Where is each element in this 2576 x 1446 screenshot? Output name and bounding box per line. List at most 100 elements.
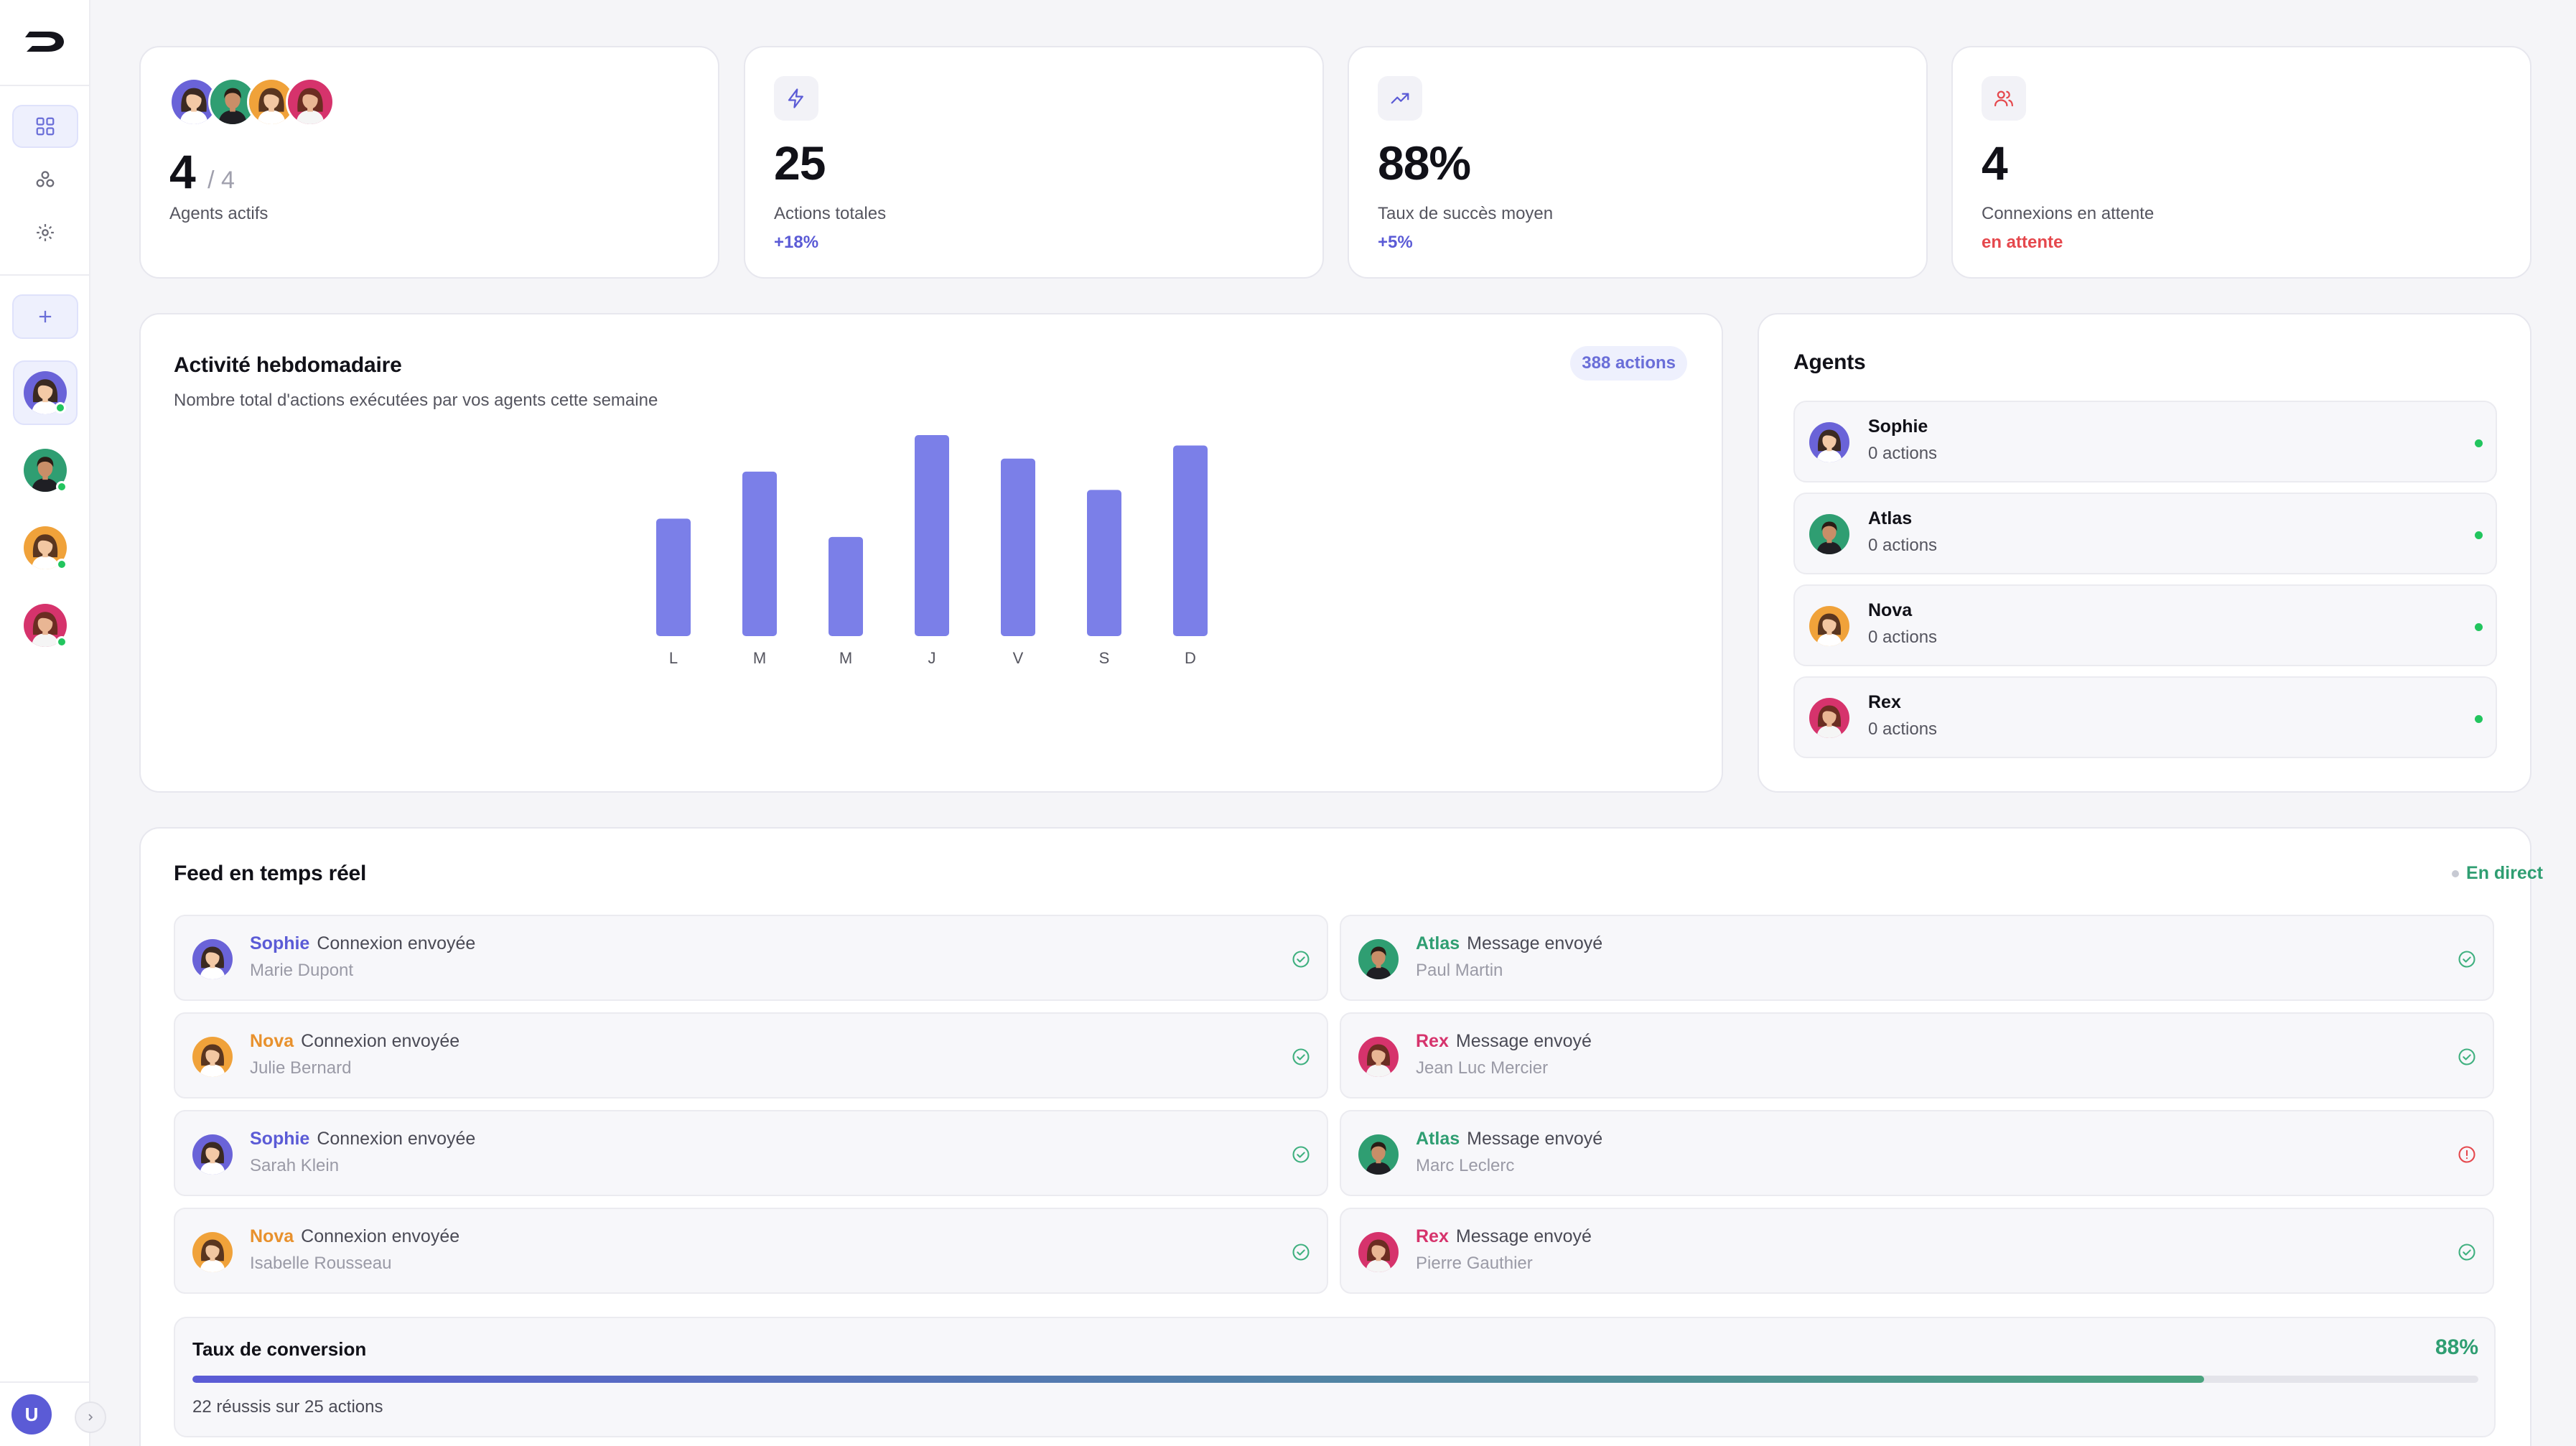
nav-agents[interactable] bbox=[12, 158, 78, 201]
stat-label: Taux de succès moyen bbox=[1378, 204, 1554, 223]
feed-action: Message envoyé bbox=[1455, 1226, 1592, 1246]
chart-bar[interactable] bbox=[829, 536, 863, 636]
agent-avatar-nova bbox=[192, 1037, 233, 1077]
feed-agent-name: Atlas bbox=[1416, 1129, 1460, 1149]
agent-row-sophie[interactable]: Sophie 0 actions bbox=[1793, 401, 2497, 482]
sidebar-agent-nova[interactable] bbox=[13, 516, 78, 580]
nav-dashboard[interactable] bbox=[12, 105, 78, 148]
feed-agent-name: Atlas bbox=[1416, 933, 1460, 953]
agent-avatar-atlas bbox=[1809, 514, 1849, 554]
feed-line: Sophie Connexion envoyée bbox=[250, 933, 475, 954]
online-indicator bbox=[56, 559, 67, 570]
stat-label: Agents actifs bbox=[169, 204, 269, 223]
conversion-panel: Taux de conversion 88% 22 réussis sur 25… bbox=[174, 1317, 2496, 1437]
feed-item[interactable]: Atlas Message envoyé Paul Martin bbox=[1340, 915, 2494, 1001]
stat-label: Actions totales bbox=[774, 204, 887, 223]
feed-item[interactable]: Rex Message envoyé Pierre Gauthier bbox=[1340, 1208, 2494, 1294]
sidebar-collapse-button[interactable] bbox=[75, 1401, 106, 1433]
weekly-activity-card: Activité hebdomadaire Nombre total d'act… bbox=[139, 313, 1723, 793]
feed-target: Marie Dupont bbox=[250, 961, 354, 980]
agent-avatar-atlas bbox=[1358, 939, 1399, 979]
feed-target: Isabelle Rousseau bbox=[250, 1254, 392, 1273]
error-circle-icon bbox=[2458, 1146, 2475, 1163]
check-circle-icon bbox=[1292, 1048, 1310, 1065]
feed-line: Rex Message envoyé bbox=[1416, 1031, 1592, 1052]
chart-bar[interactable] bbox=[915, 435, 949, 636]
sidebar: U bbox=[0, 0, 90, 1446]
online-indicator bbox=[55, 402, 66, 414]
chart-bar[interactable] bbox=[742, 471, 777, 636]
stat-value: 25 bbox=[774, 136, 826, 190]
app-logo[interactable] bbox=[24, 27, 67, 56]
feed-item[interactable]: Nova Connexion envoyée Julie Bernard bbox=[174, 1012, 1328, 1099]
conversion-title: Taux de conversion bbox=[192, 1338, 367, 1360]
chart-tick-label: V bbox=[1013, 649, 1024, 667]
feed-item[interactable]: Sophie Connexion envoyée Marie Dupont bbox=[174, 915, 1328, 1001]
card-subtitle: Nombre total d'actions exécutées par vos… bbox=[174, 391, 658, 410]
feed-agent-name: Nova bbox=[250, 1226, 294, 1246]
sidebar-agent-sophie[interactable] bbox=[13, 360, 78, 425]
agent-avatar-atlas bbox=[208, 78, 257, 126]
agent-name: Atlas bbox=[1868, 508, 1913, 528]
conversion-progress-bar bbox=[192, 1376, 2478, 1383]
check-circle-icon bbox=[2458, 951, 2475, 968]
agent-avatar-rex bbox=[1358, 1232, 1399, 1272]
gear-icon bbox=[37, 224, 54, 241]
agent-row-atlas[interactable]: Atlas 0 actions bbox=[1793, 493, 2497, 574]
stat-card-success-rate: 88% Taux de succès moyen +5% bbox=[1348, 46, 1928, 279]
check-circle-icon bbox=[2458, 1048, 2475, 1065]
add-agent-button[interactable] bbox=[12, 294, 78, 339]
nav-settings[interactable] bbox=[12, 211, 78, 254]
user-avatar[interactable]: U bbox=[11, 1394, 52, 1435]
live-indicator: En direct bbox=[2452, 863, 2543, 884]
feed-line: Atlas Message envoyé bbox=[1416, 933, 1602, 954]
chart-bar[interactable] bbox=[1001, 458, 1035, 636]
agent-action-count: 0 actions bbox=[1868, 628, 1938, 647]
feed-item[interactable]: Atlas Message envoyé Marc Leclerc bbox=[1340, 1110, 2494, 1196]
chart-bar[interactable] bbox=[656, 518, 691, 636]
stat-card-pending-connections: 4 Connexions en attente en attente bbox=[1951, 46, 2531, 279]
active-agents-count: 4 bbox=[169, 145, 196, 198]
card-title: Agents bbox=[1793, 350, 1866, 374]
agent-avatar-nova bbox=[247, 78, 296, 126]
sidebar-agent-rex[interactable] bbox=[13, 593, 78, 658]
feed-action: Message envoyé bbox=[1467, 933, 1603, 953]
agent-avatar-rex bbox=[286, 78, 335, 126]
stat-value: 4 bbox=[1982, 136, 2008, 190]
agent-avatar-sophie bbox=[1809, 422, 1849, 462]
sidebar-divider bbox=[0, 85, 90, 86]
trending-up-icon bbox=[1391, 93, 1409, 104]
agent-avatar-nova bbox=[192, 1232, 233, 1272]
check-circle-icon bbox=[2458, 1244, 2475, 1261]
feed-action: Connexion envoyée bbox=[301, 1226, 460, 1246]
plus-icon bbox=[39, 310, 52, 323]
stat-delta: +5% bbox=[1378, 233, 1413, 252]
stat-icon-box bbox=[774, 76, 818, 121]
status-dot bbox=[2475, 531, 2483, 539]
chevron-right-icon bbox=[88, 1414, 93, 1421]
chart-bar[interactable] bbox=[1087, 490, 1121, 636]
dashboard-grid-icon bbox=[36, 117, 55, 136]
chart-tick-label: J bbox=[928, 649, 936, 667]
feed-item[interactable]: Nova Connexion envoyée Isabelle Rousseau bbox=[174, 1208, 1328, 1294]
feed-line: Rex Message envoyé bbox=[1416, 1226, 1592, 1247]
card-title: Activité hebdomadaire bbox=[174, 353, 402, 377]
feed-item[interactable]: Rex Message envoyé Jean Luc Mercier bbox=[1340, 1012, 2494, 1099]
agent-avatar-nova bbox=[24, 526, 67, 569]
agent-row-nova[interactable]: Nova 0 actions bbox=[1793, 584, 2497, 666]
stat-icon-box bbox=[1982, 76, 2026, 121]
sidebar-agent-atlas[interactable] bbox=[13, 438, 78, 503]
feed-action: Message envoyé bbox=[1455, 1031, 1592, 1051]
check-circle-icon bbox=[1292, 1244, 1310, 1261]
status-dot bbox=[2475, 439, 2483, 447]
feed-action: Message envoyé bbox=[1467, 1129, 1603, 1149]
feed-agent-name: Nova bbox=[250, 1031, 294, 1051]
stat-card-total-actions: 25 Actions totales +18% bbox=[744, 46, 1324, 279]
agent-row-rex[interactable]: Rex 0 actions bbox=[1793, 676, 2497, 758]
chart-bar[interactable] bbox=[1173, 445, 1208, 636]
feed-item[interactable]: Sophie Connexion envoyée Sarah Klein bbox=[174, 1110, 1328, 1196]
agent-avatar-nova bbox=[1809, 606, 1849, 646]
live-label: En direct bbox=[2466, 863, 2543, 883]
sidebar-divider bbox=[0, 1381, 90, 1383]
